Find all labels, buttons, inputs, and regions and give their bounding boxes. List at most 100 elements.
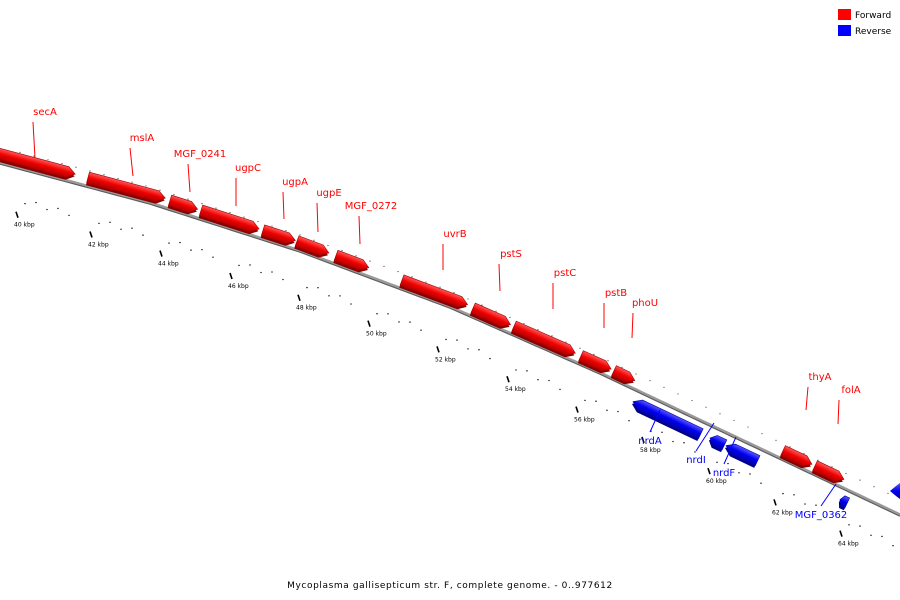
- legend-forward-label: Forward: [855, 11, 891, 21]
- scale-tick-label: 40 kbp: [14, 222, 35, 229]
- gene-arrow-mgf-0362[interactable]: [837, 495, 850, 511]
- scale-minor-tick: [727, 462, 729, 465]
- gene-arrow-nrda[interactable]: [630, 397, 704, 441]
- gene-label-ugpa[interactable]: ugpA: [282, 177, 308, 188]
- gene-arrow-pstc[interactable]: [510, 320, 578, 360]
- gene-label-pstb[interactable]: pstB: [605, 288, 627, 299]
- backbone-shadow: [0, 163, 900, 517]
- scale-minor-tick: [215, 207, 217, 209]
- scale-minor-tick: [607, 360, 609, 362]
- scale-minor-tick: [306, 286, 308, 289]
- gene-arrow-nrdi[interactable]: [707, 433, 728, 453]
- gene-arrow-msla[interactable]: [85, 171, 167, 206]
- scale-minor-tick: [243, 216, 245, 218]
- scale-minor-tick: [61, 162, 63, 165]
- gene-arrow-nrdf[interactable]: [723, 441, 761, 468]
- legend-reverse-swatch: [838, 25, 851, 36]
- gene-arrow-pstb[interactable]: [577, 350, 614, 377]
- legend-forward-swatch: [838, 9, 851, 20]
- scale-minor-tick: [467, 298, 469, 300]
- gene-arrow-psts[interactable]: [469, 302, 513, 332]
- gene-leader-line: [695, 422, 715, 452]
- gene-label-nrdf[interactable]: nrdF: [713, 468, 736, 479]
- gene-label-nrda[interactable]: nrdA: [638, 436, 662, 447]
- scale-minor-tick: [663, 386, 665, 388]
- scale-minor-tick: [870, 534, 872, 536]
- scale-minor-tick: [282, 278, 284, 281]
- scale-minor-tick: [775, 439, 777, 441]
- scale-minor-tick: [397, 270, 399, 273]
- scale-major-tick: [707, 467, 711, 475]
- scale-minor-tick: [672, 440, 674, 443]
- scale-major-tick: [839, 530, 843, 537]
- scale-minor-tick: [131, 227, 133, 229]
- scale-major-tick: [229, 272, 233, 280]
- gene-arrow-fola[interactable]: [811, 460, 847, 487]
- scale-minor-tick: [19, 151, 21, 153]
- gene-arrow-uvrb[interactable]: [399, 274, 469, 312]
- gene-label-psts[interactable]: pstS: [500, 249, 522, 260]
- scale-minor-tick: [617, 410, 619, 413]
- gene-arrow-partial: [890, 483, 900, 499]
- gene-arrow-ugpa[interactable]: [260, 224, 297, 248]
- gene-label-mgf-0272[interactable]: MGF_0272: [345, 201, 398, 212]
- gene-arrow-seca[interactable]: [0, 146, 77, 181]
- gene-label-ugpe[interactable]: ugpE: [316, 188, 341, 199]
- gene-arrow-mgf-0241[interactable]: [167, 194, 200, 217]
- gene-arrow-ugpc[interactable]: [198, 204, 261, 236]
- scale-minor-tick: [705, 406, 707, 408]
- gene-label-mgf-0362[interactable]: MGF_0362: [795, 510, 848, 521]
- gene-label-msla[interactable]: mslA: [130, 133, 155, 144]
- scale-minor-tick: [719, 413, 721, 415]
- scale-minor-tick: [212, 256, 214, 258]
- scale-tick-label: 42 kbp: [88, 241, 109, 248]
- scale-minor-tick: [46, 208, 48, 211]
- scale-minor-tick: [369, 260, 371, 262]
- scale-minor-tick: [57, 207, 59, 210]
- gene-label-ugpc[interactable]: ugpC: [235, 163, 261, 174]
- gene-label-mgf-0241[interactable]: MGF_0241: [174, 149, 227, 160]
- scale-tick-label: 60 kbp: [706, 478, 727, 485]
- gene-label-seca[interactable]: secA: [33, 107, 57, 118]
- scale-minor-tick: [694, 451, 696, 453]
- scale-tick-label: 48 kbp: [296, 305, 317, 312]
- gene-leader-line: [631, 312, 634, 339]
- scale-minor-tick: [635, 373, 637, 375]
- scale-minor-tick: [804, 503, 806, 505]
- legend-reverse-label: Reverse: [855, 27, 892, 37]
- scale-minor-tick: [89, 170, 91, 172]
- scale-minor-tick: [299, 234, 301, 236]
- scale-minor-tick: [68, 214, 70, 217]
- gene-label-fola[interactable]: folA: [841, 385, 860, 396]
- gene-label-thya[interactable]: thyA: [808, 372, 831, 383]
- legend: Forward Reverse: [838, 9, 892, 37]
- gene-leader-line: [32, 121, 36, 159]
- gene-arrow-ugpe[interactable]: [294, 235, 331, 261]
- gene-arrow-mgf-0272[interactable]: [333, 249, 371, 275]
- scale-minor-tick: [565, 341, 567, 343]
- scale-minor-tick: [411, 276, 413, 278]
- gene-label-nrdi[interactable]: nrdI: [686, 455, 706, 466]
- scale-minor-tick: [131, 181, 133, 183]
- scale-minor-tick: [523, 322, 525, 325]
- scale-minor-tick: [859, 525, 861, 527]
- scale-minor-tick: [782, 492, 784, 495]
- scale-minor-tick: [173, 194, 175, 196]
- scale-minor-tick: [716, 461, 718, 464]
- gene-label-pstc[interactable]: pstC: [554, 268, 576, 279]
- scale-major-tick: [506, 375, 510, 383]
- scale-minor-tick: [179, 241, 181, 244]
- scale-minor-tick: [456, 339, 458, 341]
- scale-minor-tick: [187, 198, 189, 200]
- gene-label-uvrb[interactable]: uvrB: [443, 229, 466, 240]
- scale-ticks: 40 kbp 42 kbp 44 kbp 46 kbp 48 kbp 50 kbp 52 k…: [14, 151, 894, 548]
- scale-minor-tick: [691, 399, 693, 402]
- scale-minor-tick: [845, 472, 847, 475]
- gene-label-phou[interactable]: phoU: [632, 298, 658, 309]
- scale-minor-tick: [376, 313, 378, 315]
- gene-arrow-phou[interactable]: [610, 365, 638, 388]
- gene-arrow-thya[interactable]: [779, 445, 815, 472]
- scale-minor-tick: [793, 494, 795, 496]
- gene-leader-line: [820, 483, 837, 507]
